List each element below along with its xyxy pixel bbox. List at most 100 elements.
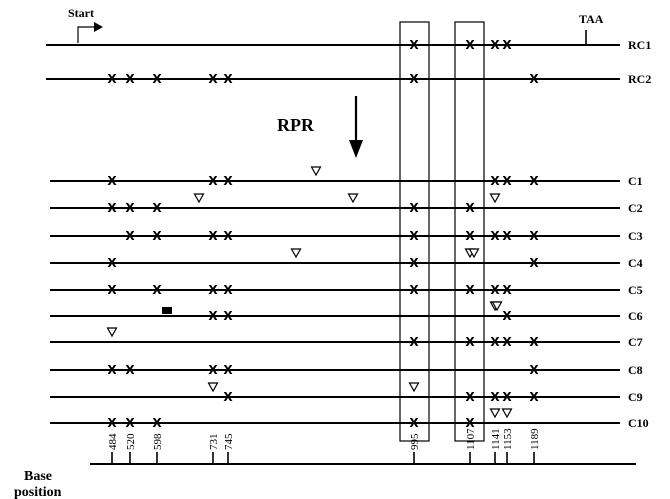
mutation-mark: X [107,256,117,270]
mutation-mark: X [223,229,233,243]
insertion-triangle-icon [290,248,302,259]
row-label: C3 [628,229,643,243]
row-label: C10 [628,416,649,430]
mutation-mark: X [529,335,539,349]
mutation-mark: X [502,229,512,243]
mutation-mark: X [223,363,233,377]
mutation-mark: X [490,390,500,404]
mutation-mark: X [125,416,135,430]
axis-ticks: 484 520 598 731 745 995 1107 1141 1153 1189 [107,428,541,465]
mutation-mark: X [465,283,475,297]
mutation-mark: X [125,201,135,215]
mutation-mark: X [502,38,512,52]
row-label: C1 [628,174,643,188]
axis-title-position: position [14,485,62,499]
mutation-mark: X [490,229,500,243]
mutation-mark: X [107,363,117,377]
row-c8: C8X X X X X [50,363,643,377]
mutation-mark: X [409,72,419,86]
insertion-triangle-icon [468,248,480,259]
deletion-block [162,307,172,314]
mutation-mark: X [502,283,512,297]
mutation-mark: X [465,390,475,404]
mutation-mark: X [152,72,162,86]
axis-title-base: Base [24,469,52,484]
row-label: C4 [628,256,643,270]
mutation-mark: X [529,390,539,404]
axis-tick-label: 1107 [465,428,477,450]
mutation-mark: X [529,72,539,86]
mutation-mark: X [107,416,117,430]
mutation-mark: X [529,229,539,243]
insertion-triangle-icon [310,166,322,177]
row-c5: C5X X X X X X X X [50,283,643,297]
mutation-mark: X [152,201,162,215]
rpr-label: RPR [277,115,315,135]
mutation-mark: X [465,416,475,430]
mutation-mark: X [409,283,419,297]
row-c6: C6X X X [50,301,643,323]
row-label: C5 [628,283,643,297]
mutation-mark: X [152,416,162,430]
row-c3: C3X X X X X X X X X [50,229,643,243]
mutation-mark: X [529,256,539,270]
mutation-mark: X [208,174,218,188]
row-label: C2 [628,201,643,215]
mutation-mark: X [152,283,162,297]
mutation-mark: X [152,229,162,243]
axis-tick-label: 731 [208,434,220,451]
axis-tick-label: 1153 [502,428,514,450]
mutation-mark: X [107,72,117,86]
mutation-mark: X [490,38,500,52]
row-c4: C4 X X X [50,248,643,270]
mutation-mark: X [223,72,233,86]
mutation-mark: X [502,390,512,404]
insertion-triangle-icon [106,327,118,338]
mutation-mark: X [223,283,233,297]
mutation-mark: X [529,363,539,377]
mutation-mark: X [465,229,475,243]
axis-tick-label: 995 [409,433,421,450]
mutation-mark: X [490,335,500,349]
mutation-mark: X [502,174,512,188]
row-c9: C9X X X X X [50,382,643,404]
mutation-mark: X [465,201,475,215]
mutation-mark: X [208,72,218,86]
row-label: C8 [628,363,643,377]
row-c7: C7X X X X X [50,327,643,349]
row-label: RC2 [628,72,651,86]
mutation-mark: X [208,309,218,323]
mutation-mark: X [409,201,419,215]
start-arrowhead-icon [94,22,103,32]
mutation-mark: X [409,416,419,430]
highlight-box-995 [399,21,430,442]
insertion-triangle-icon [347,193,359,204]
mutation-mark: X [107,174,117,188]
insertion-triangle-icon [501,408,513,419]
mutation-mark: X [490,283,500,297]
axis-tick-label: 598 [152,433,164,450]
row-label: RC1 [628,38,651,52]
stop-codon-label: TAA [579,12,604,26]
row-c2: C2X X X X X [50,193,643,215]
axis-tick-label: 1141 [490,428,502,450]
row-label: C9 [628,390,643,404]
mutation-mark: X [409,256,419,270]
row-label: C7 [628,335,643,349]
insertion-triangle-icon [193,193,205,204]
mutation-mark: X [502,309,512,323]
start-label: Start [68,6,94,20]
mutation-mark: X [125,72,135,86]
mutation-mark: X [208,283,218,297]
insertion-triangle-icon [408,382,420,393]
mutation-mark: X [465,38,475,52]
mutation-mark: X [529,174,539,188]
mutation-mark: X [125,363,135,377]
mutation-mark: X [208,363,218,377]
